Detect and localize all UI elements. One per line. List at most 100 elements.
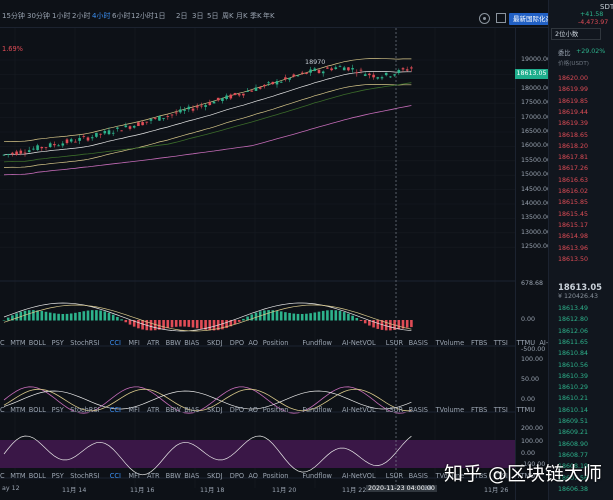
ask-row[interactable]: 18616.63 xyxy=(558,176,589,184)
bid-row[interactable]: 18610.84 xyxy=(558,350,589,358)
indicator-tab[interactable]: TVolume xyxy=(435,406,465,414)
ask-row[interactable]: 18615.17 xyxy=(558,221,589,229)
indicator-tab[interactable]: C xyxy=(0,339,5,347)
bid-row[interactable]: 18608.90 xyxy=(558,440,589,448)
ask-row[interactable]: 18620.00 xyxy=(558,75,589,82)
ask-row[interactable]: 18619.44 xyxy=(558,108,589,116)
timeframe-4[interactable]: 4小时 xyxy=(92,12,111,20)
indicator-tab[interactable]: PSY xyxy=(51,472,64,480)
indicator-tab[interactable]: BIAS xyxy=(184,472,200,480)
indicator-tab[interactable]: DPO xyxy=(229,406,245,414)
indicator-tab[interactable]: StochRSI xyxy=(70,406,100,414)
indicator-tab[interactable]: ATR xyxy=(147,406,160,414)
bid-row[interactable]: 18610.39 xyxy=(558,372,589,380)
ask-row[interactable]: 18615.45 xyxy=(558,210,589,218)
timeframe-10[interactable]: 5日 xyxy=(207,12,219,20)
timeframe-14[interactable]: 年K xyxy=(263,12,275,20)
indicator-tab[interactable]: AO xyxy=(248,472,258,480)
timeframe-3[interactable]: 2小时 xyxy=(72,12,91,20)
precision-select[interactable]: 2位小数 xyxy=(551,28,601,40)
bid-row[interactable]: 18608.77 xyxy=(558,451,589,459)
bid-row[interactable]: 18609.51 xyxy=(558,418,589,425)
timeframe-12[interactable]: 月K xyxy=(236,12,248,20)
indicator-tab[interactable]: BOLL xyxy=(28,472,46,480)
bid-row[interactable]: 18608.19 xyxy=(558,463,589,471)
indicator-tab[interactable]: BBW xyxy=(165,339,181,347)
timeframe-11[interactable]: 周K xyxy=(222,12,234,20)
timeframe-0[interactable]: 15分钟 xyxy=(2,12,25,20)
indicator-tab[interactable]: BOLL xyxy=(28,339,46,347)
expand-icon[interactable] xyxy=(496,13,506,23)
indicator-tab[interactable]: ATR xyxy=(147,472,160,480)
indicator-tab[interactable]: SKDJ xyxy=(207,406,223,414)
bid-row[interactable]: 18610.21 xyxy=(558,395,589,403)
candlestick-chart[interactable] xyxy=(0,28,515,500)
indicator-tab[interactable]: Fundflow xyxy=(302,339,332,347)
indicator-tab[interactable]: SKDJ xyxy=(207,339,223,347)
indicator-tab[interactable]: LSUR xyxy=(385,472,404,480)
indicator-tab[interactable]: BASIS xyxy=(408,406,428,414)
bid-row[interactable]: 18609.21 xyxy=(558,429,589,437)
indicator-tab[interactable]: Position xyxy=(262,472,289,480)
ask-row[interactable]: 18618.65 xyxy=(558,131,589,139)
indicator-tab[interactable]: TTMU xyxy=(516,339,536,347)
indicator-tab[interactable]: TTSI xyxy=(493,339,508,347)
indicator-tab[interactable]: AI-NetVOL xyxy=(342,406,376,414)
indicator-tab[interactable]: TTMU xyxy=(516,406,536,414)
timeframe-6[interactable]: 12小时 xyxy=(131,12,154,20)
indicator-tab[interactable]: MTM xyxy=(10,339,26,347)
indicator-tab[interactable]: C xyxy=(0,406,5,414)
indicator-tab[interactable]: TTMU xyxy=(516,472,536,480)
ask-row[interactable]: 18617.26 xyxy=(558,165,589,173)
indicator-tab[interactable]: Position xyxy=(262,339,289,347)
timeframe-5[interactable]: 6小时 xyxy=(112,12,131,20)
ask-row[interactable]: 18618.20 xyxy=(558,142,589,150)
ask-row[interactable]: 18615.85 xyxy=(558,199,589,207)
indicator-tab[interactable]: AI-NetVOL xyxy=(342,472,376,480)
indicator-tab[interactable]: BASIS xyxy=(408,472,428,480)
indicator-tab[interactable]: MFI xyxy=(128,472,140,480)
indicator-tab[interactable]: Fundflow xyxy=(302,406,332,414)
indicator-tab[interactable]: AO xyxy=(248,406,258,414)
indicator-tab[interactable]: TVolume xyxy=(435,339,465,347)
bid-row[interactable]: 18606.38 xyxy=(558,485,589,493)
indicator-tab[interactable]: StochRSI xyxy=(70,472,100,480)
indicator-tab[interactable]: FTBS xyxy=(471,339,488,347)
indicator-tab[interactable]: MTM xyxy=(10,472,26,480)
indicator-tab[interactable]: TTSI xyxy=(493,406,508,414)
timeframe-9[interactable]: 3日 xyxy=(192,12,204,20)
bid-row[interactable]: 18610.56 xyxy=(558,361,589,369)
indicator-tab[interactable]: BBW xyxy=(165,406,181,414)
indicator-tab[interactable]: DPO xyxy=(229,339,245,347)
indicator-tab[interactable]: AI-NetVOL xyxy=(342,339,376,347)
bid-row[interactable]: 18610.29 xyxy=(558,384,589,392)
indicator-tab[interactable]: BOLL xyxy=(28,406,46,414)
ask-row[interactable]: 18613.96 xyxy=(558,244,589,252)
indicator-tab[interactable]: BBW xyxy=(165,472,181,480)
bid-row[interactable]: 18612.06 xyxy=(558,327,589,335)
indicator-tab[interactable]: BIAS xyxy=(184,406,200,414)
timeframe-1[interactable]: 30分钟 xyxy=(27,12,50,20)
indicator-tab[interactable]: Fundflow xyxy=(302,472,332,480)
indicator-tab[interactable]: CCI xyxy=(109,339,121,347)
indicator-tab[interactable]: PSY xyxy=(51,339,64,347)
ask-row[interactable]: 18617.81 xyxy=(558,154,589,162)
indicator-tab[interactable]: LSUR xyxy=(385,339,404,347)
bid-row[interactable]: 18607.56 xyxy=(558,474,589,482)
settings-gear-icon[interactable] xyxy=(479,13,490,24)
indicator-tab[interactable]: MFI xyxy=(128,339,140,347)
indicator-tab[interactable]: PSY xyxy=(51,406,64,414)
indicator-tab[interactable]: ATR xyxy=(147,339,160,347)
indicator-tab[interactable]: BIAS xyxy=(184,339,200,347)
indicator-tab[interactable]: TVolume xyxy=(435,472,465,480)
indicator-tab[interactable]: C xyxy=(0,472,5,480)
indicator-tab[interactable]: BASIS xyxy=(408,339,428,347)
bid-row[interactable]: 18613.49 xyxy=(558,305,589,312)
indicator-tab[interactable]: AO xyxy=(248,339,258,347)
indicator-tab[interactable]: DPO xyxy=(229,472,245,480)
bid-row[interactable]: 18612.80 xyxy=(558,316,589,324)
ask-row[interactable]: 18619.85 xyxy=(558,97,589,105)
indicator-tab[interactable]: MTM xyxy=(10,406,26,414)
timeframe-13[interactable]: 季K xyxy=(250,12,262,20)
timeframe-2[interactable]: 1小时 xyxy=(52,12,71,20)
